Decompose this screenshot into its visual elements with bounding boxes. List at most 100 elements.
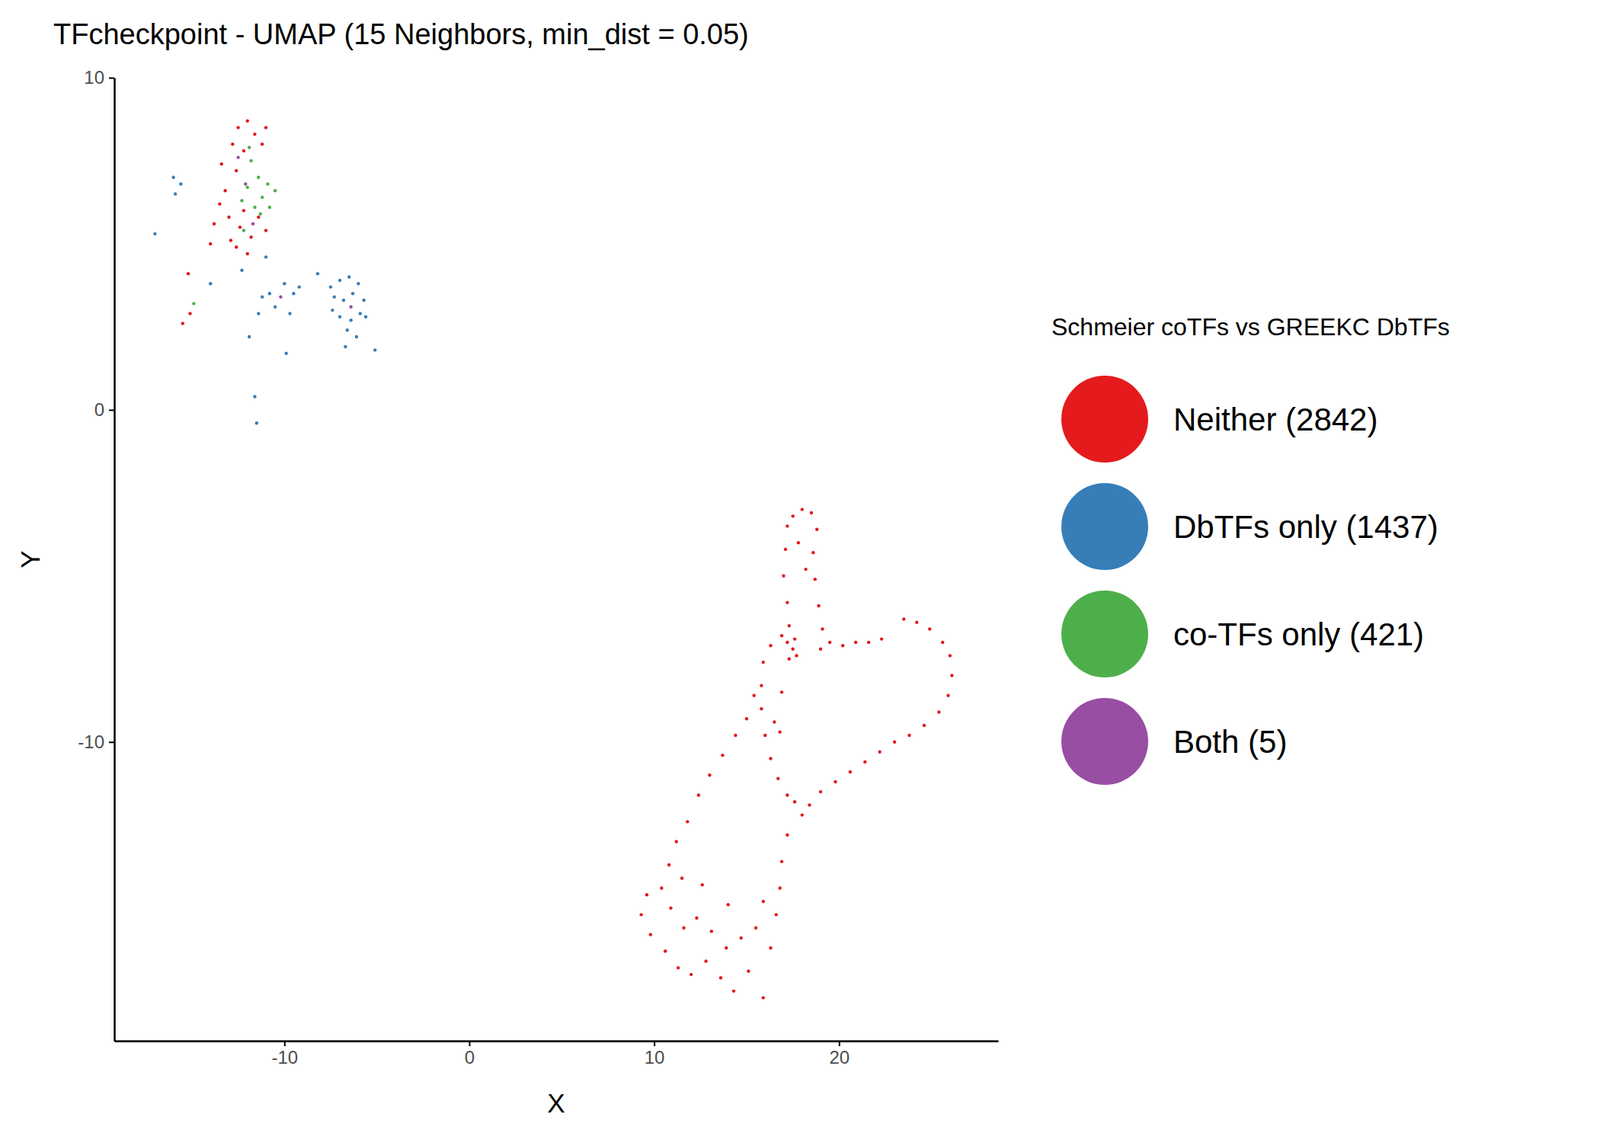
point (815, 528, 819, 532)
point (649, 932, 653, 936)
point (803, 567, 807, 571)
x-tick: 10 (644, 1040, 666, 1068)
y-tick-mark (108, 77, 115, 80)
point (659, 886, 663, 890)
point (800, 507, 804, 511)
point (785, 524, 789, 528)
point (355, 335, 359, 339)
point (645, 892, 649, 896)
point (785, 640, 789, 644)
series (153, 176, 377, 426)
point (724, 946, 728, 950)
point (785, 793, 789, 797)
point (240, 198, 244, 202)
y-tick-label: -10 (77, 731, 105, 752)
point (761, 660, 765, 664)
point (364, 315, 368, 319)
point (278, 294, 282, 298)
legend-key (1061, 483, 1149, 570)
point (240, 268, 244, 272)
point (238, 225, 242, 229)
point (948, 653, 952, 657)
x-axis-title: X (547, 1088, 565, 1118)
legend-label: Both (5) (1173, 723, 1287, 760)
point (252, 205, 256, 209)
legend-key (1061, 697, 1149, 785)
point (793, 800, 797, 804)
x-tick: 20 (828, 1040, 850, 1068)
point (260, 294, 264, 298)
point (260, 195, 264, 199)
point (255, 421, 259, 425)
point (256, 215, 260, 219)
point (246, 185, 250, 189)
x-tick-label: -10 (271, 1046, 298, 1068)
point (867, 640, 871, 644)
point (284, 352, 288, 356)
x-tick-label: 20 (828, 1046, 850, 1068)
point (813, 577, 817, 581)
point (668, 905, 672, 909)
point (907, 733, 911, 737)
point (772, 720, 776, 724)
point (252, 132, 256, 136)
point (793, 636, 797, 640)
legend-key (1061, 590, 1149, 678)
point (719, 976, 723, 980)
series (236, 155, 352, 309)
point (246, 118, 250, 122)
x-tick: -10 (271, 1040, 298, 1068)
point (234, 169, 238, 173)
point (212, 222, 216, 226)
point (297, 284, 301, 288)
point (733, 733, 737, 737)
point (780, 690, 784, 694)
point (833, 780, 837, 784)
point (338, 315, 342, 319)
points (153, 118, 954, 999)
x-axis: -10 0 10 20 (115, 1040, 999, 1068)
point (848, 770, 852, 774)
point (256, 311, 260, 315)
point (153, 232, 157, 236)
point (247, 335, 251, 339)
point (726, 902, 730, 906)
point (915, 620, 919, 624)
point (181, 321, 185, 325)
point (251, 222, 255, 226)
point (342, 298, 346, 302)
point (236, 155, 240, 159)
point (819, 646, 823, 650)
plot-area: -1001020-10010 (77, 67, 999, 1068)
point (236, 125, 240, 129)
point (820, 627, 824, 631)
y-axis: -10010 (77, 67, 115, 1041)
point (877, 750, 881, 754)
x-axis-line (115, 1040, 999, 1043)
point (173, 192, 177, 196)
point (863, 760, 867, 764)
point (739, 936, 743, 940)
point (179, 182, 183, 186)
point (707, 773, 711, 777)
point (785, 833, 789, 837)
point (777, 886, 781, 890)
y-axis-line (113, 78, 116, 1042)
point (681, 926, 685, 930)
point (347, 275, 351, 279)
x-tick-mark (468, 1040, 471, 1047)
point (227, 215, 231, 219)
point (188, 311, 192, 315)
point (720, 753, 724, 757)
x-tick: 0 (464, 1040, 475, 1068)
point (745, 716, 749, 720)
point (639, 912, 643, 916)
point (892, 740, 896, 744)
point (759, 707, 763, 711)
legend-label: co-TFs only (421) (1173, 616, 1424, 653)
point (790, 514, 794, 518)
point (768, 756, 772, 760)
point (316, 272, 320, 276)
point (800, 812, 804, 816)
x-tick-mark (838, 1040, 841, 1047)
